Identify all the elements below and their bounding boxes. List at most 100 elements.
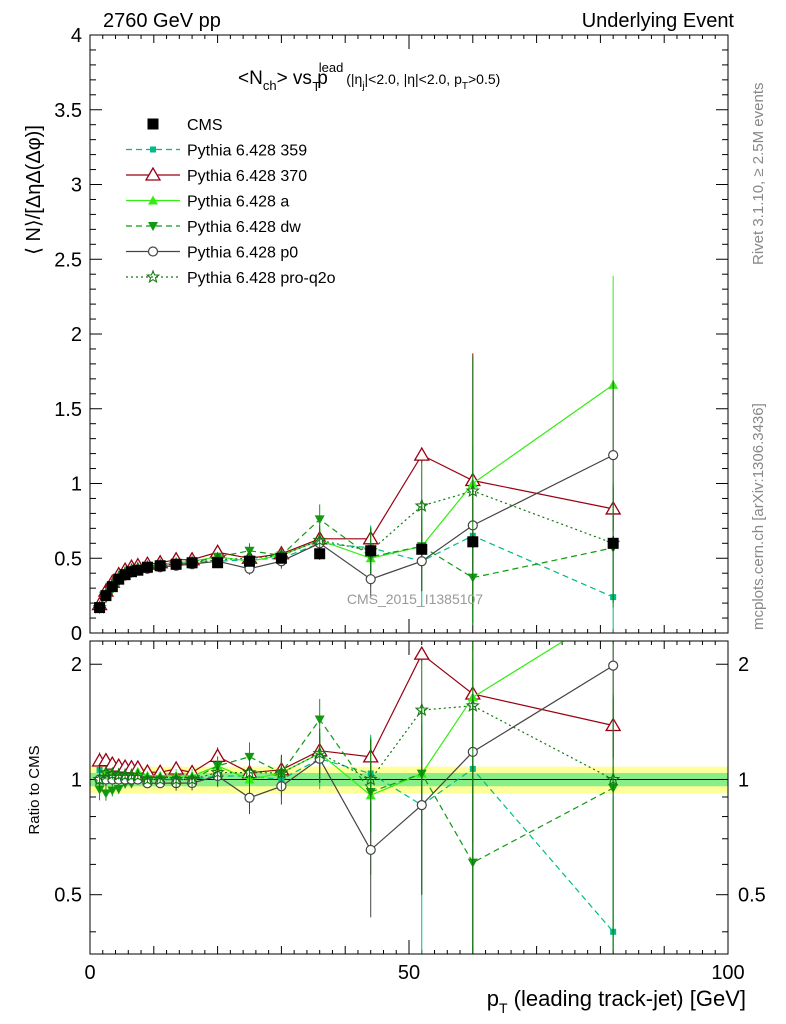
- mcplots-label: mcplots.cern.ch [arXiv:1306.3436]: [750, 403, 767, 630]
- series-p370-line: [99, 454, 614, 605]
- series-pdw-ratio-point: [314, 715, 325, 725]
- series-cms-point: [467, 536, 479, 548]
- series-cms-point: [244, 555, 255, 567]
- series-pa-line: [99, 384, 614, 608]
- main-plot-frame: [89, 34, 729, 634]
- title-cuts-j: j: [361, 81, 364, 92]
- series-cms-point: [125, 566, 137, 578]
- series-cms-point: [186, 557, 198, 569]
- legend-label-p359: Pythia 6.428 359: [187, 143, 307, 160]
- legend-label-pp0: Pythia 6.428 p0: [187, 245, 298, 262]
- legend: CMS Pythia 6.428 359 Pythia 6.428 370 Pythi…: [126, 117, 336, 287]
- analysis-watermark: CMS_2015_I1385107: [347, 591, 483, 607]
- ratio-tick-label: 1: [71, 769, 82, 791]
- series-pq2o-ratio-point: [274, 765, 289, 780]
- series-pp0-ratio-line: [99, 665, 614, 851]
- title-cuts-T: T: [462, 81, 468, 92]
- y-tick-label: 0: [71, 623, 82, 645]
- ratio-series-group: [91, 641, 622, 954]
- series-pp0-point: [365, 574, 376, 585]
- title-pt-sup: lead: [319, 60, 344, 75]
- series-cms-point: [94, 602, 106, 614]
- legend-label-cms: CMS: [187, 117, 223, 134]
- series-pq2o-ratio-point: [105, 766, 120, 781]
- series-pq2o-point: [414, 498, 429, 513]
- series-pq2o-ratio-point: [140, 771, 155, 786]
- series-pq2o-ratio-point: [465, 698, 480, 712]
- y-tick-label: 3.5: [54, 100, 82, 122]
- series-cms-point: [113, 573, 125, 585]
- legend-label-pq2o: Pythia 6.428 pro-q2o: [187, 270, 336, 287]
- y-tick-label: 0.5: [54, 548, 82, 570]
- ratio-tick-label: 2: [71, 654, 82, 676]
- ratio-tick-label-right: 0.5: [738, 885, 766, 907]
- series-cms-point: [416, 543, 428, 555]
- series-pdw-ratio-point: [107, 786, 118, 796]
- y-tick-label: 3: [71, 175, 82, 197]
- series-pp0-point: [416, 556, 427, 567]
- series-cms-point: [212, 557, 224, 569]
- ratio-tick-label-right: 1: [738, 769, 749, 791]
- plot-title: <Nch> vs plead T (|ηj|<2.0, |η|<2.0, pT>0…: [238, 60, 500, 94]
- series-cms-point: [275, 552, 287, 564]
- series-p370-point: [413, 446, 430, 461]
- series-pdw-point: [314, 515, 325, 525]
- y-tick-label: 2.5: [54, 249, 82, 271]
- series-cms-point: [106, 581, 118, 593]
- series-pdw-ratio-point: [113, 784, 124, 794]
- series-pp0-line: [99, 454, 614, 608]
- legend-marker-cms: [147, 118, 159, 130]
- series-layer: [91, 275, 622, 954]
- title-pt-sub: T: [312, 79, 320, 94]
- series-cms-point: [141, 561, 153, 573]
- series-cms-point: [607, 537, 619, 549]
- series-pq2o-ratio-point: [98, 765, 114, 780]
- x-label-sub: T: [499, 1000, 508, 1016]
- title-cuts-mid: |<2.0, |η|<2.0, p: [365, 71, 463, 87]
- legend-marker-p359: [150, 146, 156, 153]
- title-cuts-open: (|η: [342, 71, 362, 87]
- x-label-rest: (leading track-jet) [GeV]: [508, 986, 746, 1011]
- x-tick-label: 0: [84, 962, 95, 984]
- legend-label-pa: Pythia 6.428 a: [187, 194, 289, 211]
- series-pq2o-ratio-point: [168, 772, 184, 786]
- ratio-tick-label-right: 2: [738, 654, 749, 676]
- series-pq2o-ratio-point: [242, 765, 257, 779]
- series-cms-point: [100, 590, 112, 602]
- legend-marker-pq2o: [145, 269, 161, 284]
- series-pq2o-ratio-point: [92, 772, 107, 786]
- rivet-label: Rivet 3.1.10, ≥ 2.5M events: [750, 83, 767, 266]
- ratio-plot-frame: [89, 640, 729, 955]
- y-axis-label: ⟨ N⟩/[ΔηΔ(Δφ)]: [23, 125, 45, 255]
- legend-marker-p370: [144, 166, 162, 181]
- series-pp0-ratio-point: [416, 799, 427, 811]
- series-pp0-ratio-point: [365, 844, 376, 856]
- series-pq2o-ratio-point: [153, 771, 168, 786]
- legend-marker-pdw: [148, 222, 158, 231]
- title-main-sub: ch: [263, 78, 277, 93]
- x-axis-label: pT (leading track-jet) [GeV]: [487, 986, 746, 1016]
- x-label-p: p: [487, 986, 499, 1011]
- y-tick-label: 4: [71, 25, 82, 47]
- series-pq2o-ratio-point: [312, 745, 327, 760]
- series-pq2o-point: [465, 483, 480, 497]
- series-cms-point: [119, 569, 131, 581]
- series-pq2o-ratio-point: [414, 702, 429, 717]
- x-tick-label: 50: [398, 962, 420, 984]
- y-tick-label: 1.5: [54, 399, 82, 421]
- series-cms-point: [365, 545, 377, 557]
- legend-label-p370: Pythia 6.428 370: [187, 168, 307, 185]
- series-pdw-ratio-point: [94, 785, 105, 795]
- header-left: 2760 GeV pp: [103, 10, 221, 32]
- y-tick-label: 2: [71, 324, 82, 346]
- series-pp0-ratio-point: [608, 660, 619, 671]
- series-pq2o-ratio-point: [184, 771, 200, 786]
- main-series-group: [91, 275, 622, 633]
- series-pq2o-ratio-point: [130, 768, 146, 782]
- series-pq2o-ratio-point: [363, 771, 378, 786]
- series-cms-point: [170, 558, 182, 570]
- title-cuts-close: >0.5): [468, 71, 500, 87]
- y-tick-label: 1: [71, 474, 82, 496]
- series-pq2o-ratio-point: [210, 764, 225, 779]
